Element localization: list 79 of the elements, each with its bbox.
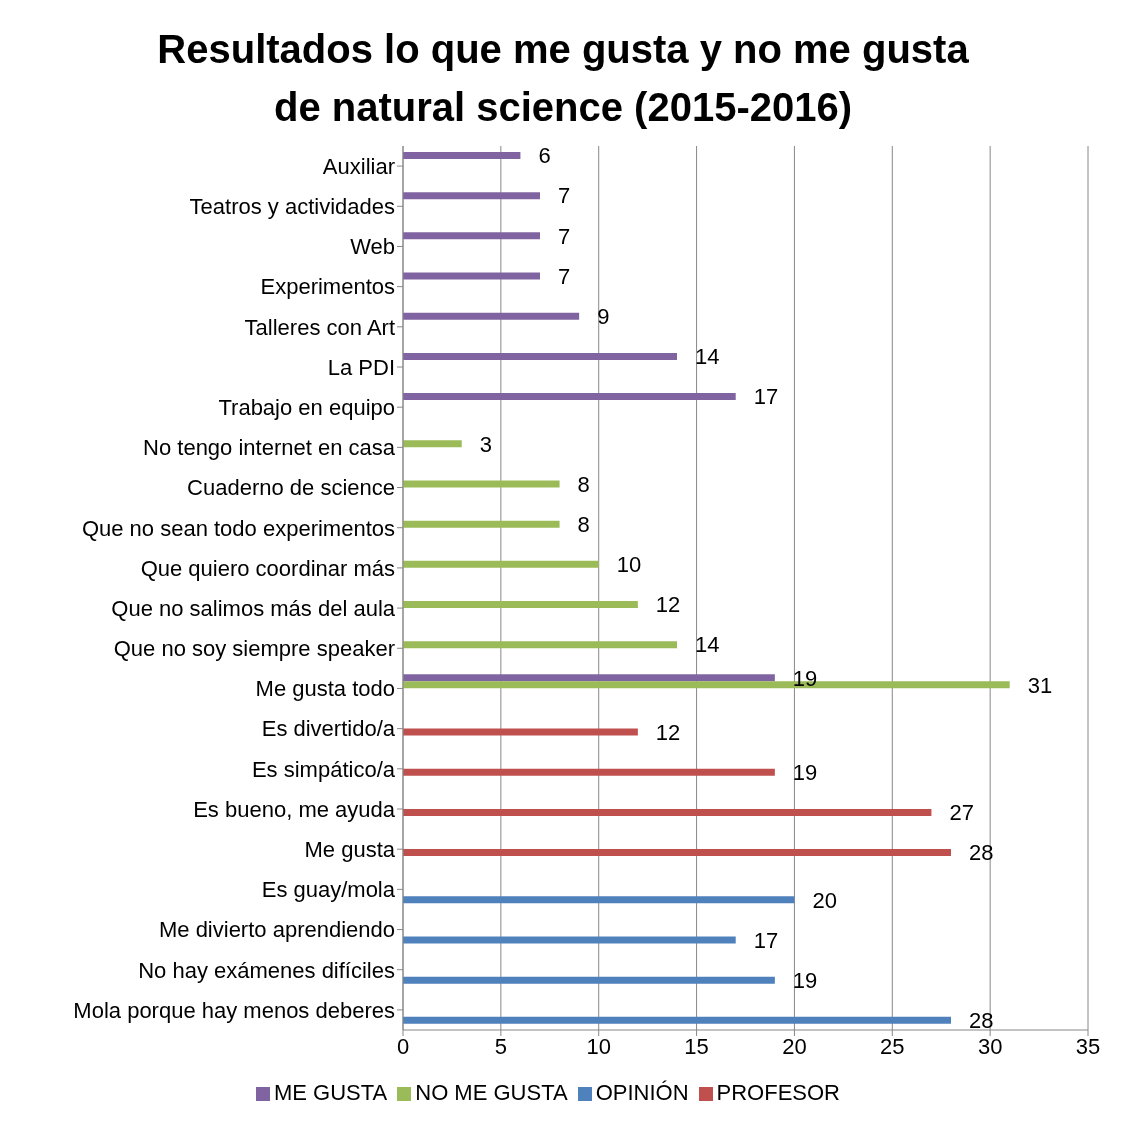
x-tick-label: 30 (977, 1033, 1003, 1059)
data-label: 31 (1027, 672, 1053, 698)
y-tick-label: Es guay/mola (261, 877, 396, 903)
bar (403, 768, 775, 776)
bar (403, 352, 677, 360)
data-label: 19 (792, 760, 818, 786)
x-tick-label: 10 (586, 1033, 611, 1059)
bar (403, 808, 932, 816)
bar (403, 728, 638, 736)
y-tick-label: No tengo internet en casa (143, 435, 396, 461)
data-label: 7 (558, 223, 571, 249)
y-tick-label: Web (350, 234, 395, 260)
y-tick-label: Es simpático/a (251, 756, 396, 782)
data-label: 17 (753, 927, 779, 953)
x-tick-label: 0 (396, 1033, 410, 1059)
y-tick-label: Mola porque hay menos deberes (73, 997, 395, 1023)
y-tick-label: Me gusta (304, 836, 396, 862)
y-tick-label: Me divierto aprendiendo (158, 917, 395, 943)
y-tick-label: La PDI (327, 354, 395, 380)
x-tick-label: 25 (880, 1033, 905, 1059)
y-tick-label: Cuaderno de science (187, 475, 395, 501)
data-label: 6 (538, 143, 551, 169)
x-tick-label: 20 (782, 1033, 807, 1059)
bar (403, 674, 775, 682)
data-label: 8 (577, 511, 590, 537)
y-tick-label: Que no soy siempre speaker (113, 636, 395, 662)
data-label: 7 (558, 183, 571, 209)
y-tick-label: Que quiero coordinar más (140, 555, 395, 581)
bar (403, 896, 795, 904)
bar (403, 560, 599, 568)
data-label: 20 (812, 887, 837, 913)
y-tick-label: Experimentos (260, 274, 395, 300)
bar (403, 312, 580, 320)
y-tick-label: No hay exámenes difíciles (138, 957, 395, 983)
bar (403, 601, 638, 608)
y-tick-label: Trabajo en equipo (218, 394, 395, 420)
bar (403, 849, 951, 857)
bar (403, 936, 736, 944)
legend-label: OPINIÓN (595, 1080, 689, 1105)
y-tick-label: Me gusta todo (255, 676, 395, 702)
bar (403, 393, 736, 401)
bar (403, 272, 540, 280)
y-tick-label: Es bueno, me ayuda (193, 796, 396, 822)
bar (403, 152, 521, 159)
bar (403, 232, 540, 240)
y-tick-label: Que no sean todo experimentos (81, 515, 395, 541)
data-label: 10 (616, 552, 642, 578)
bar (403, 1016, 951, 1024)
x-tick-label: 15 (684, 1033, 709, 1059)
chart-title: Resultados lo que me gusta y no me gusta de natural science (2015-2016) (156, 26, 970, 131)
data-label: 12 (655, 592, 681, 618)
data-label: 9 (597, 304, 610, 330)
y-tick-label: Es divertido/a (261, 716, 396, 742)
legend-label: NO ME GUSTA (415, 1080, 568, 1105)
bar (403, 976, 775, 984)
legend-label: PROFESOR (716, 1080, 841, 1105)
bar (403, 520, 560, 528)
data-label: 12 (655, 719, 681, 745)
data-label: 17 (753, 384, 779, 410)
data-label: 8 (577, 471, 590, 497)
data-label: 14 (695, 344, 720, 370)
y-tick-label: Auxiliar (322, 153, 395, 179)
x-tick-label: 5 (494, 1033, 507, 1059)
data-label: 3 (479, 431, 492, 457)
x-tick-label: 35 (1075, 1033, 1101, 1059)
y-tick-label: Que no salimos más del aula (111, 595, 396, 621)
data-label: 19 (792, 967, 818, 993)
data-label: 28 (969, 1008, 994, 1034)
bar (403, 440, 462, 448)
data-label: 14 (695, 632, 720, 658)
bar (403, 641, 677, 649)
legend-label: ME GUSTA (273, 1080, 388, 1105)
data-label: 27 (949, 800, 974, 826)
bar (403, 480, 560, 488)
y-tick-label: Talleres con Art (244, 314, 395, 340)
y-tick-label: Teatros y actividades (189, 194, 395, 220)
data-label: 28 (969, 840, 994, 866)
data-label: 7 (558, 263, 571, 289)
bar (403, 192, 540, 200)
